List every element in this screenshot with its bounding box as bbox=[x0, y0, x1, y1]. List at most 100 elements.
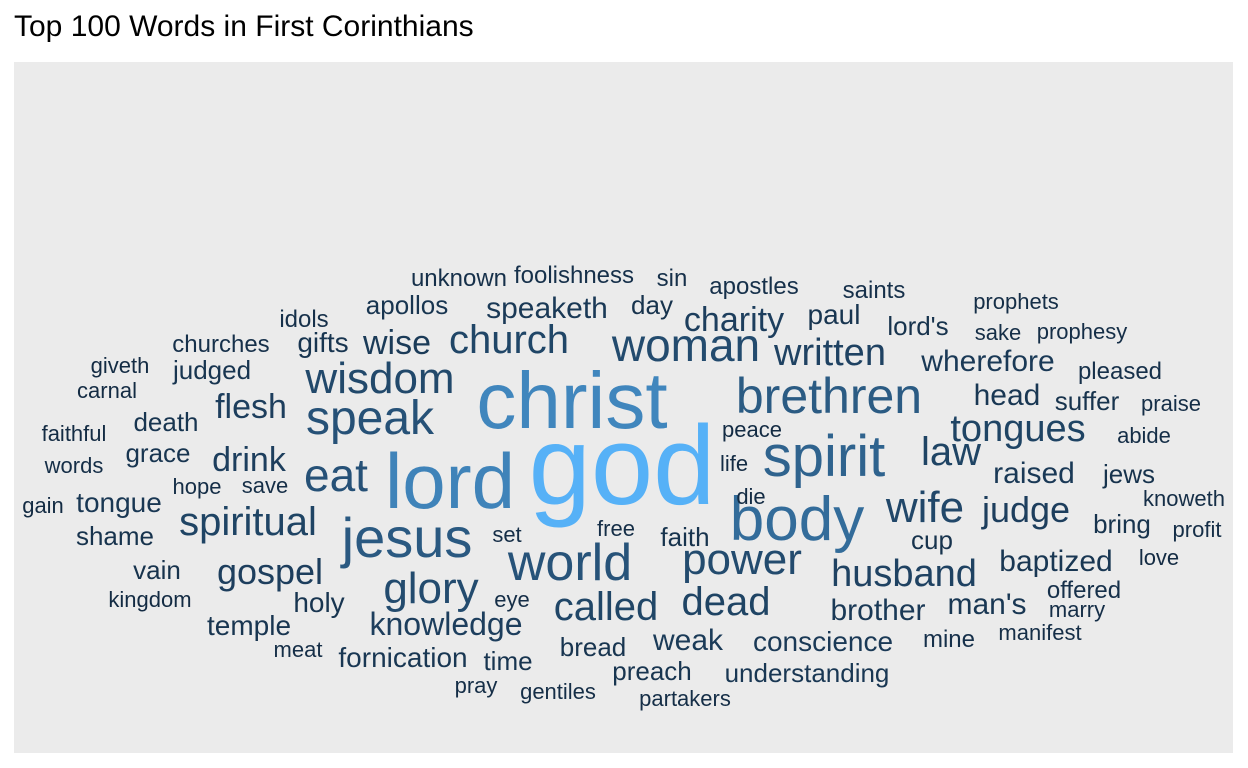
plot-panel: god christ lord body spirit brethren jesus worl… bbox=[14, 62, 1233, 753]
word-cup: cup bbox=[911, 525, 953, 555]
word-gospel: gospel bbox=[217, 551, 323, 592]
word-gifts: gifts bbox=[297, 327, 348, 358]
word-die: die bbox=[736, 484, 765, 509]
word-idols: idols bbox=[279, 306, 328, 333]
word-saints: saints bbox=[843, 277, 906, 304]
word-apostles: apostles bbox=[709, 273, 798, 300]
word-christ: christ bbox=[476, 356, 667, 445]
word-jesus: jesus bbox=[340, 506, 473, 569]
word-wife: wife bbox=[885, 483, 964, 532]
word-giveth: giveth bbox=[91, 353, 150, 378]
word-jews: jews bbox=[1102, 459, 1155, 489]
word-hope: hope bbox=[173, 474, 222, 499]
word-woman: woman bbox=[611, 319, 760, 371]
word-raised: raised bbox=[993, 457, 1075, 490]
word-churches: churches bbox=[172, 331, 269, 358]
word-marry: marry bbox=[1049, 597, 1105, 622]
word-prophets: prophets bbox=[973, 289, 1059, 314]
word-faithful: faithful bbox=[42, 421, 107, 446]
word-carnal: carnal bbox=[77, 378, 137, 403]
word-wise: wise bbox=[362, 324, 431, 362]
word-called: called bbox=[554, 585, 659, 629]
word-suffer: suffer bbox=[1055, 386, 1120, 416]
word-wherefore: wherefore bbox=[920, 345, 1054, 378]
word-vain: vain bbox=[133, 555, 181, 585]
word-tongue: tongue bbox=[76, 487, 162, 518]
word-wisdom: wisdom bbox=[304, 354, 454, 403]
word-knoweth: knoweth bbox=[1143, 486, 1225, 511]
word-lord: lord bbox=[385, 437, 515, 525]
word-kingdom: kingdom bbox=[108, 587, 191, 612]
word-set: set bbox=[492, 522, 521, 547]
word-god: god bbox=[529, 403, 716, 528]
word-free: free bbox=[597, 516, 635, 541]
word-meat: meat bbox=[274, 637, 323, 662]
word-conscience: conscience bbox=[753, 626, 893, 657]
word-lord-s: lord's bbox=[887, 311, 948, 341]
word-sake: sake bbox=[975, 320, 1021, 345]
word-speak: speak bbox=[306, 392, 435, 445]
word-love: love bbox=[1139, 545, 1179, 570]
word-gentiles: gentiles bbox=[520, 679, 596, 704]
word-judged: judged bbox=[172, 355, 251, 385]
word-bread: bread bbox=[560, 632, 627, 662]
word-flesh: flesh bbox=[215, 388, 287, 426]
word-power: power bbox=[682, 535, 802, 584]
word-manifest: manifest bbox=[998, 620, 1081, 645]
word-foolishness: foolishness bbox=[514, 262, 634, 289]
word-temple: temple bbox=[207, 610, 291, 641]
word-body: body bbox=[730, 485, 864, 554]
word-unknown: unknown bbox=[411, 265, 507, 292]
word-holy: holy bbox=[293, 587, 344, 618]
word-dead: dead bbox=[682, 580, 771, 624]
word-understanding: understanding bbox=[725, 658, 890, 688]
word-tongues: tongues bbox=[950, 408, 1085, 450]
word-shame: shame bbox=[76, 521, 154, 551]
word-drink: drink bbox=[212, 441, 287, 479]
word-death: death bbox=[133, 407, 198, 437]
word-written: written bbox=[773, 332, 886, 374]
word-judge: judge bbox=[981, 489, 1070, 530]
word-mine: mine bbox=[923, 626, 975, 653]
word-baptized: baptized bbox=[999, 545, 1112, 578]
word-bring: bring bbox=[1093, 509, 1151, 539]
word-praise: praise bbox=[1141, 391, 1201, 416]
word-peace: peace bbox=[722, 417, 782, 442]
word-spirit: spirit bbox=[763, 424, 885, 489]
word-grace: grace bbox=[125, 438, 190, 468]
word-profit: profit bbox=[1173, 517, 1222, 542]
word-abide: abide bbox=[1117, 423, 1171, 448]
word-offered: offered bbox=[1047, 577, 1121, 604]
word-glory: glory bbox=[383, 564, 478, 613]
word-husband: husband bbox=[831, 553, 977, 595]
word-words: words bbox=[44, 453, 104, 478]
word-world: world bbox=[507, 534, 632, 592]
word-head: head bbox=[974, 379, 1041, 412]
word-church: church bbox=[449, 318, 569, 362]
word-weak: weak bbox=[652, 624, 724, 657]
word-knowledge: knowledge bbox=[370, 606, 523, 642]
word-pray: pray bbox=[455, 673, 498, 698]
word-law: law bbox=[921, 430, 981, 474]
word-brother: brother bbox=[830, 594, 925, 627]
word-sin: sin bbox=[657, 265, 688, 292]
word-speaketh: speaketh bbox=[486, 292, 608, 325]
word-eye: eye bbox=[494, 587, 529, 612]
word-apollos: apollos bbox=[366, 290, 448, 320]
word-eat: eat bbox=[304, 449, 368, 501]
word-time: time bbox=[483, 646, 532, 676]
word-brethren: brethren bbox=[736, 368, 922, 424]
word-spiritual: spiritual bbox=[179, 500, 317, 544]
word-prophesy: prophesy bbox=[1037, 319, 1128, 344]
word-gain: gain bbox=[22, 493, 64, 518]
word-faith: faith bbox=[660, 522, 709, 552]
word-pleased: pleased bbox=[1078, 358, 1162, 385]
word-day: day bbox=[631, 290, 673, 320]
word-life: life bbox=[720, 451, 748, 476]
word-man-s: man's bbox=[947, 588, 1026, 621]
word-save: save bbox=[242, 473, 288, 498]
chart-title: Top 100 Words in First Corinthians bbox=[14, 10, 474, 43]
word-preach: preach bbox=[612, 656, 692, 686]
word-paul: paul bbox=[808, 299, 861, 330]
